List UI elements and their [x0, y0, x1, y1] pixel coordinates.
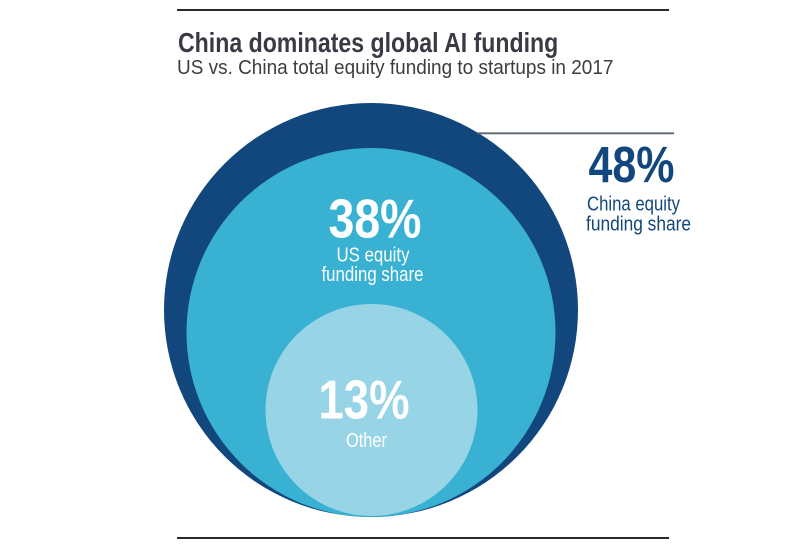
- svg-text:US equity: US equity: [337, 244, 411, 267]
- svg-text:China equity: China equity: [587, 193, 681, 216]
- svg-text:38%: 38%: [329, 189, 422, 250]
- svg-text:48%: 48%: [589, 136, 675, 193]
- svg-text:funding share: funding share: [322, 263, 424, 286]
- svg-text:Other: Other: [346, 429, 387, 452]
- svg-text:funding share: funding share: [586, 213, 691, 236]
- svg-text:13%: 13%: [319, 370, 410, 431]
